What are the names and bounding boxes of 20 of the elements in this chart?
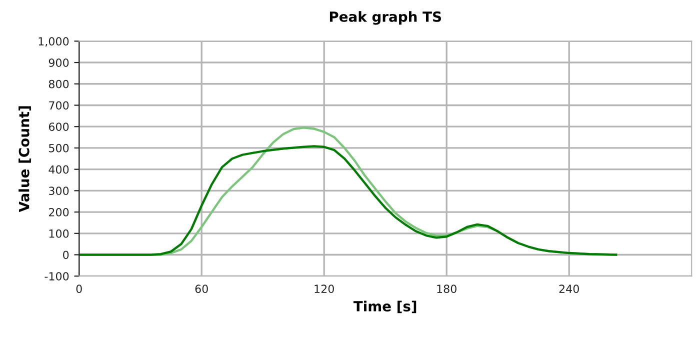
y-tick-label: -100: [44, 272, 69, 280]
y-tick-label: 800: [48, 80, 69, 88]
y-tick-label: 0: [63, 250, 69, 260]
y-tick-label: 300: [49, 186, 69, 196]
y-tick-label: 400: [48, 165, 69, 174]
x-tick-label: 180: [437, 284, 456, 294]
y-tick-label: 900: [48, 58, 69, 67]
y-tick-label: 700: [49, 101, 69, 110]
x-tick-label: 60: [195, 284, 208, 294]
y-axis-title: Value [Count]: [18, 106, 31, 212]
chart-title: Peak graph TS: [330, 11, 442, 25]
y-tick-label: 600: [48, 122, 69, 131]
y-tick-label: 100: [49, 229, 69, 238]
y-tick-label: 500: [49, 144, 69, 152]
x-tick-label: 240: [559, 284, 579, 294]
y-tick-label: 200: [48, 208, 69, 216]
x-tick-label: 120: [314, 284, 334, 294]
y-tick-label: 1,000: [38, 37, 69, 47]
x-axis-title: Time [s]: [353, 300, 416, 314]
x-tick-label: 0: [76, 284, 82, 294]
